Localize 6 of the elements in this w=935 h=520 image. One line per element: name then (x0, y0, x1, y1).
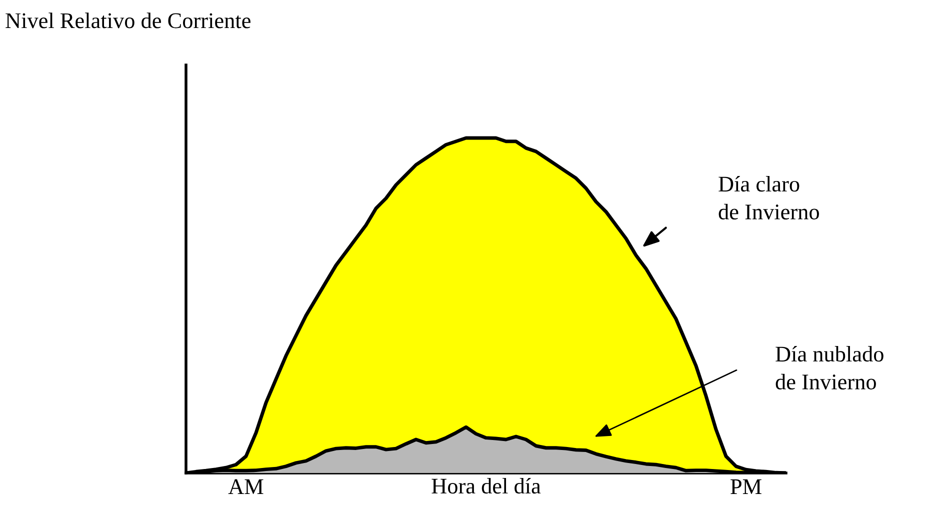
annotation: Día nublado de Invierno (776, 346, 884, 390)
x-axis-title: Hora del día (432, 478, 541, 494)
chart-title: Nivel Relativo de Corriente (6, 12, 250, 28)
x-tick-label: AM (228, 479, 264, 494)
annotation: Día claro de Invierno (718, 176, 819, 220)
x-tick-label: PM (730, 479, 762, 494)
